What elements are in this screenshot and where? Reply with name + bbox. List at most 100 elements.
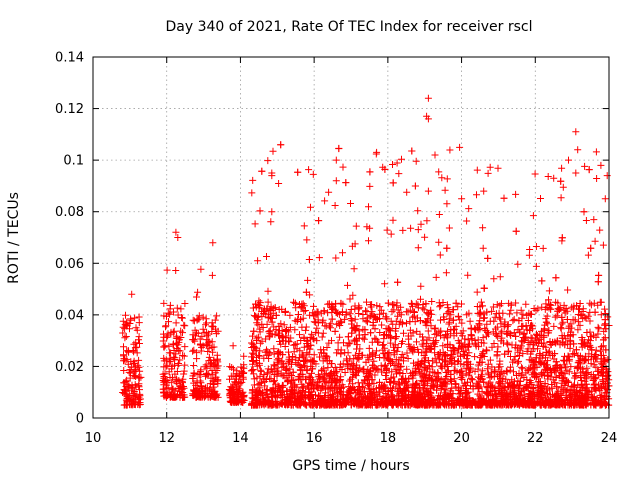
data-point <box>456 369 464 377</box>
data-point <box>380 341 388 349</box>
data-point <box>304 276 312 284</box>
data-point <box>377 306 385 314</box>
data-point <box>561 341 569 349</box>
data-point <box>414 244 422 252</box>
data-point <box>415 391 423 399</box>
data-point <box>455 390 463 398</box>
data-point <box>431 369 439 377</box>
data-point <box>193 392 201 400</box>
x-tick-label: 20 <box>453 431 470 446</box>
data-point <box>396 369 404 377</box>
data-point <box>502 392 509 400</box>
data-point <box>259 324 267 331</box>
data-point <box>169 328 177 336</box>
data-point <box>521 397 529 405</box>
data-point <box>228 386 236 394</box>
data-point <box>440 334 448 342</box>
data-point <box>137 395 144 403</box>
data-point <box>316 375 324 383</box>
data-point <box>263 253 270 260</box>
data-point <box>120 343 127 351</box>
data-point <box>493 301 501 309</box>
data-point <box>291 341 299 348</box>
data-point <box>387 374 395 382</box>
data-point <box>193 355 201 363</box>
data-point <box>282 337 290 345</box>
data-point <box>429 357 437 365</box>
data-point <box>398 351 406 358</box>
data-point <box>550 174 558 182</box>
data-point <box>355 401 363 409</box>
data-point <box>310 312 318 320</box>
data-point <box>286 311 294 319</box>
data-point <box>282 326 290 333</box>
data-point <box>400 329 407 337</box>
data-point <box>512 299 520 307</box>
data-point <box>525 356 533 364</box>
data-point <box>505 383 513 391</box>
x-tick-label: 10 <box>85 431 102 446</box>
data-point <box>320 377 328 385</box>
data-point <box>445 308 453 316</box>
data-point <box>467 325 475 333</box>
y-tick-label: 0.1 <box>63 154 84 169</box>
data-point <box>349 291 357 299</box>
data-point <box>267 307 275 314</box>
y-tick-label: 0.06 <box>55 257 84 272</box>
data-point <box>530 401 538 409</box>
data-point <box>296 354 303 362</box>
data-point <box>421 233 429 241</box>
data-point <box>372 365 380 373</box>
data-point <box>539 244 547 252</box>
data-point <box>577 311 585 319</box>
data-point <box>250 343 258 351</box>
data-point <box>389 392 397 400</box>
data-point <box>329 398 337 406</box>
data-point <box>389 401 397 409</box>
data-point <box>575 357 583 365</box>
data-point <box>500 395 508 403</box>
data-point <box>418 398 426 406</box>
data-point <box>249 389 257 397</box>
data-point <box>592 148 600 156</box>
data-point <box>251 220 259 228</box>
data-point <box>427 392 435 400</box>
data-point <box>132 373 140 380</box>
data-point <box>432 273 440 281</box>
data-point <box>462 365 470 373</box>
data-point <box>210 361 218 369</box>
data-point <box>472 342 480 350</box>
data-point <box>400 357 407 365</box>
data-point <box>596 347 604 355</box>
data-point <box>258 167 266 175</box>
data-point <box>577 340 585 348</box>
data-point <box>413 362 421 370</box>
data-point <box>389 358 396 366</box>
data-point <box>572 372 580 380</box>
data-point <box>260 305 268 313</box>
data-point <box>376 329 384 336</box>
data-point <box>355 304 363 312</box>
data-point <box>255 352 263 359</box>
data-point <box>601 316 609 324</box>
data-point <box>586 317 594 325</box>
data-point <box>525 379 533 387</box>
data-point <box>374 338 381 346</box>
data-point <box>136 340 143 347</box>
data-point <box>563 397 571 405</box>
data-point <box>332 308 340 316</box>
data-point <box>536 350 544 358</box>
data-point <box>417 295 424 303</box>
data-point <box>344 349 352 357</box>
data-point <box>533 373 541 380</box>
data-point <box>369 361 376 369</box>
data-point <box>126 374 134 382</box>
data-point <box>259 375 267 383</box>
data-point <box>492 331 500 339</box>
data-point <box>271 362 279 370</box>
data-point <box>525 366 533 374</box>
data-point <box>339 360 347 368</box>
data-point <box>537 195 544 202</box>
data-point <box>233 367 241 375</box>
data-point <box>369 319 377 326</box>
